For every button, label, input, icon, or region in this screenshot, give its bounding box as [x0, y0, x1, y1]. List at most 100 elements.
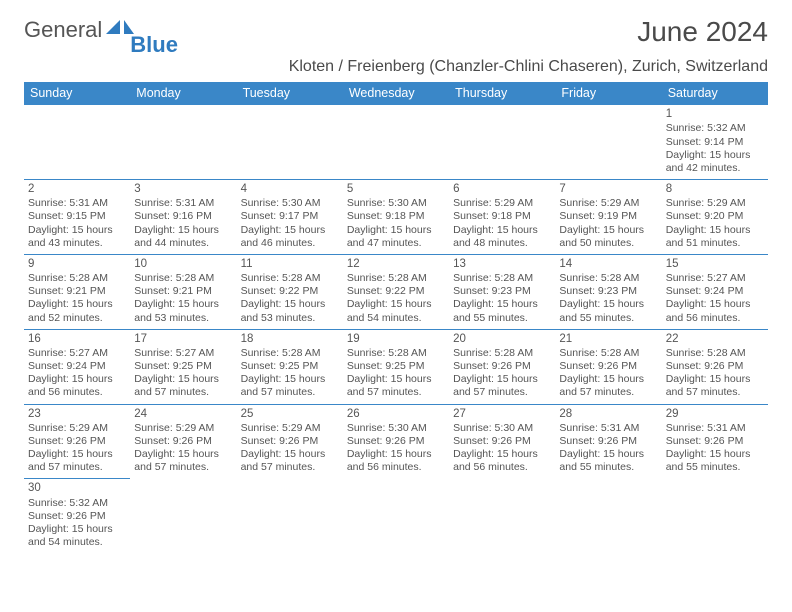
day-number: 30	[28, 481, 126, 495]
day-number: 29	[666, 407, 764, 421]
daylight-line: Daylight: 15 hours and 57 minutes.	[559, 373, 657, 399]
calendar-cell: 14Sunrise: 5:28 AMSunset: 9:23 PMDayligh…	[555, 254, 661, 329]
sunrise-line: Sunrise: 5:29 AM	[134, 422, 232, 435]
sunset-line: Sunset: 9:20 PM	[666, 210, 764, 223]
sunrise-line: Sunrise: 5:31 AM	[28, 197, 126, 210]
calendar-cell	[343, 105, 449, 180]
calendar-cell	[24, 105, 130, 180]
page-title: June 2024	[637, 16, 768, 48]
sunrise-line: Sunrise: 5:28 AM	[241, 272, 339, 285]
day-number: 4	[241, 182, 339, 196]
daylight-line: Daylight: 15 hours and 47 minutes.	[347, 224, 445, 250]
calendar-cell: 29Sunrise: 5:31 AMSunset: 9:26 PMDayligh…	[662, 404, 768, 479]
sunrise-line: Sunrise: 5:30 AM	[453, 422, 551, 435]
daylight-line: Daylight: 15 hours and 50 minutes.	[559, 224, 657, 250]
calendar-cell: 7Sunrise: 5:29 AMSunset: 9:19 PMDaylight…	[555, 179, 661, 254]
calendar-cell: 23Sunrise: 5:29 AMSunset: 9:26 PMDayligh…	[24, 404, 130, 479]
calendar-cell: 18Sunrise: 5:28 AMSunset: 9:25 PMDayligh…	[237, 329, 343, 404]
calendar-cell	[555, 105, 661, 180]
daylight-line: Daylight: 15 hours and 56 minutes.	[347, 448, 445, 474]
calendar-cell	[237, 479, 343, 553]
day-header: Thursday	[449, 82, 555, 105]
day-number: 28	[559, 407, 657, 421]
sunset-line: Sunset: 9:21 PM	[134, 285, 232, 298]
sunrise-line: Sunrise: 5:28 AM	[559, 272, 657, 285]
brand-part1: General	[24, 17, 102, 43]
day-number: 16	[28, 332, 126, 346]
sunrise-line: Sunrise: 5:29 AM	[666, 197, 764, 210]
daylight-line: Daylight: 15 hours and 56 minutes.	[666, 298, 764, 324]
sunset-line: Sunset: 9:26 PM	[28, 510, 126, 523]
calendar-cell: 3Sunrise: 5:31 AMSunset: 9:16 PMDaylight…	[130, 179, 236, 254]
calendar-cell	[662, 479, 768, 553]
daylight-line: Daylight: 15 hours and 48 minutes.	[453, 224, 551, 250]
calendar-cell	[130, 105, 236, 180]
sunset-line: Sunset: 9:18 PM	[453, 210, 551, 223]
calendar-body: 1Sunrise: 5:32 AMSunset: 9:14 PMDaylight…	[24, 105, 768, 554]
daylight-line: Daylight: 15 hours and 54 minutes.	[347, 298, 445, 324]
sunrise-line: Sunrise: 5:27 AM	[666, 272, 764, 285]
daylight-line: Daylight: 15 hours and 52 minutes.	[28, 298, 126, 324]
daylight-line: Daylight: 15 hours and 57 minutes.	[134, 448, 232, 474]
day-number: 14	[559, 257, 657, 271]
daylight-line: Daylight: 15 hours and 56 minutes.	[453, 448, 551, 474]
day-header: Tuesday	[237, 82, 343, 105]
calendar-cell	[343, 479, 449, 553]
calendar-cell: 4Sunrise: 5:30 AMSunset: 9:17 PMDaylight…	[237, 179, 343, 254]
location-line: Kloten / Freienberg (Chanzler-Chlini Cha…	[24, 58, 768, 76]
day-number: 27	[453, 407, 551, 421]
calendar-cell: 6Sunrise: 5:29 AMSunset: 9:18 PMDaylight…	[449, 179, 555, 254]
sunrise-line: Sunrise: 5:30 AM	[347, 197, 445, 210]
daylight-line: Daylight: 15 hours and 51 minutes.	[666, 224, 764, 250]
calendar-week: 1Sunrise: 5:32 AMSunset: 9:14 PMDaylight…	[24, 105, 768, 180]
calendar-week: 16Sunrise: 5:27 AMSunset: 9:24 PMDayligh…	[24, 329, 768, 404]
calendar-cell: 15Sunrise: 5:27 AMSunset: 9:24 PMDayligh…	[662, 254, 768, 329]
day-header: Wednesday	[343, 82, 449, 105]
day-number: 17	[134, 332, 232, 346]
calendar-cell: 28Sunrise: 5:31 AMSunset: 9:26 PMDayligh…	[555, 404, 661, 479]
sunrise-line: Sunrise: 5:32 AM	[28, 497, 126, 510]
brand-part2: Blue	[130, 32, 178, 58]
sunset-line: Sunset: 9:26 PM	[241, 435, 339, 448]
calendar-cell: 17Sunrise: 5:27 AMSunset: 9:25 PMDayligh…	[130, 329, 236, 404]
sunrise-line: Sunrise: 5:28 AM	[666, 347, 764, 360]
day-number: 8	[666, 182, 764, 196]
day-header: Sunday	[24, 82, 130, 105]
sunset-line: Sunset: 9:16 PM	[134, 210, 232, 223]
sunrise-line: Sunrise: 5:31 AM	[134, 197, 232, 210]
daylight-line: Daylight: 15 hours and 55 minutes.	[559, 298, 657, 324]
sunrise-line: Sunrise: 5:28 AM	[453, 272, 551, 285]
daylight-line: Daylight: 15 hours and 46 minutes.	[241, 224, 339, 250]
sunset-line: Sunset: 9:26 PM	[453, 360, 551, 373]
sunrise-line: Sunrise: 5:29 AM	[28, 422, 126, 435]
sunrise-line: Sunrise: 5:30 AM	[241, 197, 339, 210]
sunrise-line: Sunrise: 5:32 AM	[666, 122, 764, 135]
daylight-line: Daylight: 15 hours and 57 minutes.	[28, 448, 126, 474]
calendar-cell: 13Sunrise: 5:28 AMSunset: 9:23 PMDayligh…	[449, 254, 555, 329]
calendar-table: SundayMondayTuesdayWednesdayThursdayFrid…	[24, 82, 768, 553]
calendar-cell	[237, 105, 343, 180]
daylight-line: Daylight: 15 hours and 55 minutes.	[453, 298, 551, 324]
calendar-cell: 5Sunrise: 5:30 AMSunset: 9:18 PMDaylight…	[343, 179, 449, 254]
sunrise-line: Sunrise: 5:28 AM	[559, 347, 657, 360]
sunset-line: Sunset: 9:22 PM	[347, 285, 445, 298]
sunset-line: Sunset: 9:26 PM	[453, 435, 551, 448]
calendar-cell: 9Sunrise: 5:28 AMSunset: 9:21 PMDaylight…	[24, 254, 130, 329]
day-number: 21	[559, 332, 657, 346]
daylight-line: Daylight: 15 hours and 53 minutes.	[241, 298, 339, 324]
calendar-cell: 22Sunrise: 5:28 AMSunset: 9:26 PMDayligh…	[662, 329, 768, 404]
brand-logo: General	[24, 16, 134, 44]
day-header: Saturday	[662, 82, 768, 105]
sunset-line: Sunset: 9:26 PM	[666, 435, 764, 448]
sunrise-line: Sunrise: 5:27 AM	[28, 347, 126, 360]
day-number: 18	[241, 332, 339, 346]
daylight-line: Daylight: 15 hours and 42 minutes.	[666, 149, 764, 175]
sunset-line: Sunset: 9:23 PM	[453, 285, 551, 298]
sunrise-line: Sunrise: 5:28 AM	[241, 347, 339, 360]
calendar-week: 30Sunrise: 5:32 AMSunset: 9:26 PMDayligh…	[24, 479, 768, 553]
calendar-cell: 16Sunrise: 5:27 AMSunset: 9:24 PMDayligh…	[24, 329, 130, 404]
daylight-line: Daylight: 15 hours and 57 minutes.	[347, 373, 445, 399]
day-number: 7	[559, 182, 657, 196]
sunset-line: Sunset: 9:23 PM	[559, 285, 657, 298]
brand-sail-icon	[106, 16, 134, 34]
